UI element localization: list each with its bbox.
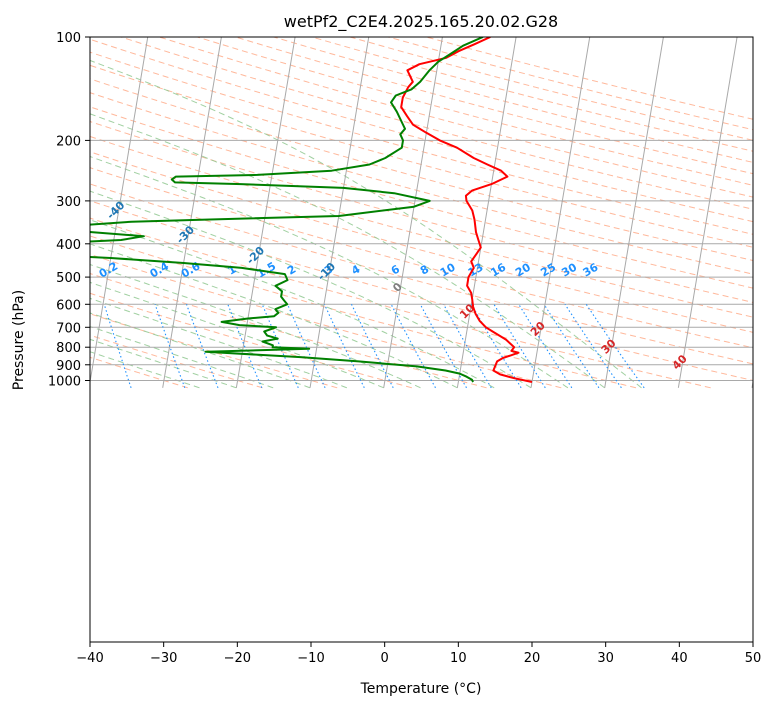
x-tick-label: −10 (297, 651, 324, 666)
isotherm-label: -40 (104, 198, 127, 221)
mixing-ratio-label: 2 (285, 263, 298, 278)
x-tick-label: 10 (450, 651, 467, 666)
dry-adiabat-line (197, 37, 775, 388)
x-tick-label: 0 (381, 651, 389, 666)
x-tick-label: −20 (224, 651, 251, 666)
moist-adiabat-line (0, 37, 200, 388)
y-tick-label: 500 (56, 271, 81, 286)
isotherm-label: -30 (174, 223, 197, 246)
isotherm-line (605, 37, 664, 388)
mixing-ratio-label: 1 (226, 263, 239, 278)
x-tick-label: 50 (745, 651, 762, 666)
x-axis-label: Temperature (°C) (360, 681, 482, 697)
plot-frame (90, 37, 753, 642)
mixing-ratio-line (155, 304, 185, 388)
y-tick-label: 1000 (48, 375, 81, 390)
x-tick-label: 20 (524, 651, 541, 666)
y-tick-label: 900 (56, 359, 81, 374)
y-tick-label: 700 (56, 321, 81, 336)
isotherm-line (678, 37, 737, 388)
moist-adiabat-line (0, 37, 568, 388)
x-tick-label: −30 (150, 651, 177, 666)
dry-adiabat-line (236, 37, 775, 388)
mixing-ratio-label: 6 (389, 262, 402, 277)
x-tick-label: 40 (671, 651, 688, 666)
warm-isotherm-label: 40 (670, 352, 690, 372)
y-tick-label: 400 (56, 238, 81, 253)
moist-adiabat-line (0, 37, 605, 388)
x-tick-label: −40 (76, 651, 103, 666)
dry-adiabat-line (0, 37, 188, 388)
x-tick-label: 30 (597, 651, 614, 666)
dry-adiabat-line (350, 37, 775, 388)
y-tick-label: 300 (56, 195, 81, 210)
mixing-ratio-line (352, 304, 394, 388)
isotherm-label: -50 (35, 172, 58, 195)
mixing-ratio-line (544, 304, 599, 388)
warm-isotherm-label: 20 (528, 319, 548, 339)
warm-isotherm-label: 30 (599, 336, 619, 356)
mixing-ratio-label: 8 (418, 263, 431, 278)
isotherm-line (384, 37, 443, 388)
isotherm-line (457, 37, 516, 388)
mixing-ratio-label: 4 (349, 262, 362, 277)
isotherm-line (163, 37, 222, 388)
moist-adiabat-line (0, 37, 310, 388)
dry-adiabat-line (0, 37, 263, 388)
y-tick-label: 100 (56, 31, 81, 46)
y-tick-label: 800 (56, 341, 81, 356)
y-axis-label: Pressure (hPa) (11, 290, 27, 390)
isotherm-line (752, 37, 775, 388)
mixing-ratio-line (519, 304, 572, 388)
dry-adiabat-line (426, 37, 775, 388)
y-tick-label: 600 (56, 298, 81, 313)
moist-adiabat-line (0, 37, 347, 388)
mixing-ratio-line (104, 304, 131, 388)
dry-adiabat-line (159, 37, 775, 388)
dry-adiabat-line (0, 37, 561, 388)
isotherm-label: -10 (315, 260, 338, 283)
dry-adiabat-line (388, 37, 775, 388)
chart-title: wetPf2_C2E4.2025.165.20.02.G28 (284, 12, 558, 32)
y-tick-label: 200 (56, 134, 81, 149)
